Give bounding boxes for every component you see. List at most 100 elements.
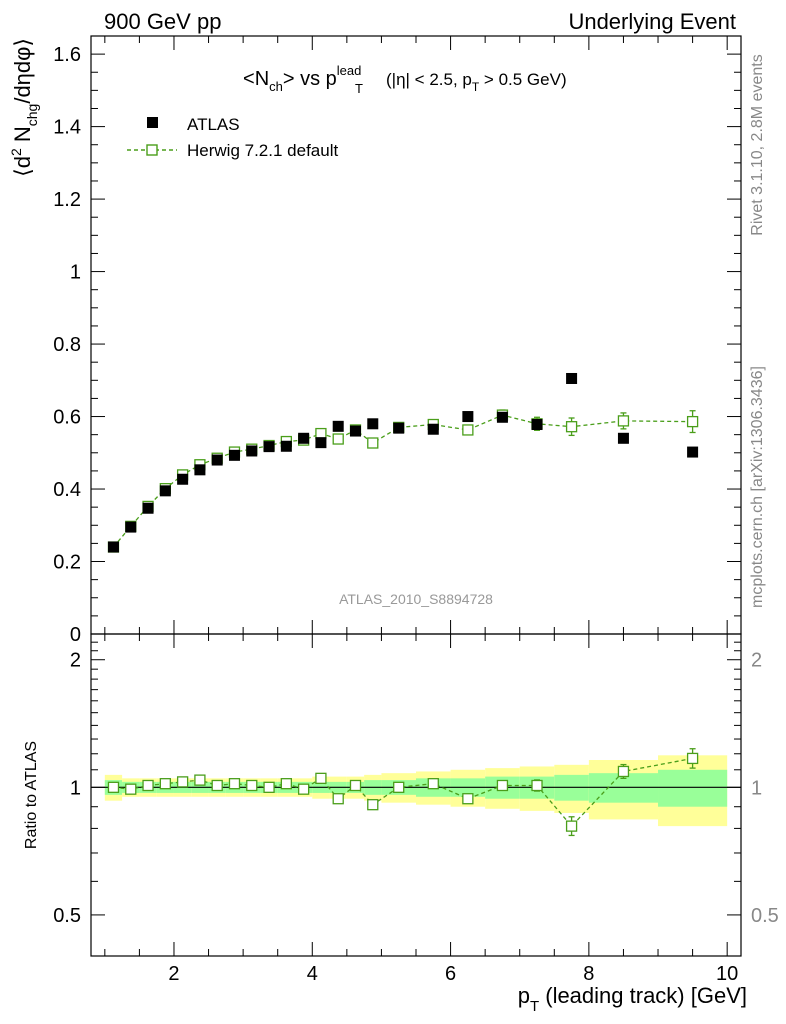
y-tick-label: 1 bbox=[70, 262, 81, 284]
atlas-point bbox=[177, 473, 189, 485]
herwig-ratio-point bbox=[462, 793, 474, 805]
ylabel-open: ⟨d bbox=[10, 156, 35, 177]
herwig-ratio-point bbox=[107, 781, 120, 793]
ratio-tick-label: 2 bbox=[70, 650, 81, 672]
atlas-point bbox=[159, 485, 171, 497]
title-lead-sub: T bbox=[355, 81, 363, 96]
atlas-point bbox=[566, 372, 578, 384]
title-n-sub: ch bbox=[269, 79, 283, 94]
x-tick-label: 8 bbox=[583, 963, 594, 985]
x-tick-label: 6 bbox=[445, 963, 456, 985]
herwig-ratio-series bbox=[107, 748, 699, 837]
herwig-ratio-point bbox=[159, 778, 171, 790]
title-cond-sub: T bbox=[472, 80, 480, 94]
atlas-point bbox=[246, 445, 258, 457]
ratio-axis-title: Ratio to ATLAS bbox=[23, 741, 40, 849]
title-lead-sup: lead bbox=[337, 63, 362, 78]
atlas-point bbox=[496, 411, 508, 423]
y-tick-label: 0.6 bbox=[53, 407, 81, 429]
y-tick-label: 1.2 bbox=[53, 189, 81, 211]
herwig-ratio-point bbox=[427, 778, 439, 790]
x-tick-label: 10 bbox=[716, 963, 738, 985]
herwig-point bbox=[367, 437, 379, 449]
y-tick-label: 1.4 bbox=[53, 117, 81, 139]
mcplots-label: mcplots.cern.ch [arXiv:1306.3436] bbox=[749, 366, 766, 608]
rivet-label: Rivet 3.1.10, 2.8M events bbox=[749, 54, 766, 235]
atlas-point bbox=[298, 432, 310, 444]
herwig-ratio-point bbox=[228, 778, 241, 790]
herwig-ratio-point bbox=[194, 774, 206, 786]
herwig-ratio-point bbox=[496, 779, 509, 792]
x-axis-title: pT (leading track) [GeV] bbox=[518, 983, 747, 1015]
herwig-ratio-point bbox=[349, 779, 362, 792]
ylabel-sub: chg bbox=[24, 104, 40, 127]
herwig-ratio-point bbox=[617, 765, 630, 778]
herwig-ratio-point bbox=[176, 776, 189, 788]
axis-ticks bbox=[91, 35, 741, 957]
x-tick-label: 2 bbox=[168, 963, 179, 985]
axis-tick-labels: 2 4 6 8 10 0 0.2 0.4 0.6 0.8 1 1.2 1.4 1.6 0.5 0.5 1 1 2 2 bbox=[53, 44, 779, 985]
herwig-point bbox=[686, 415, 699, 428]
ratio-band-stat bbox=[658, 769, 728, 807]
y-tick-label: 1.6 bbox=[53, 44, 81, 66]
title-n: N bbox=[255, 68, 269, 90]
atlas-point bbox=[332, 420, 344, 432]
herwig-ratio-point bbox=[142, 779, 154, 792]
herwig-ratio-point bbox=[315, 772, 327, 784]
legend-herwig-label: Herwig 7.2.1 default bbox=[187, 141, 338, 160]
herwig-point bbox=[617, 415, 630, 427]
atlas-point bbox=[228, 449, 240, 461]
herwig-ratio-point bbox=[565, 820, 578, 832]
herwig-ratio-point bbox=[393, 781, 405, 793]
legend-atlas-label: ATLAS bbox=[187, 115, 240, 134]
plot-title: <Nch> vs plead T (|η| < 2.5, pT > 0.5 GeV) bbox=[243, 63, 567, 96]
ylabel-sup: 2 bbox=[8, 148, 24, 156]
herwig-ratio-point bbox=[263, 781, 275, 793]
atlas-point bbox=[280, 440, 292, 452]
ratio-tick-label: 1 bbox=[70, 777, 81, 799]
atlas-point bbox=[142, 502, 154, 514]
herwig-ratio-point bbox=[332, 793, 344, 805]
atlas-series bbox=[107, 372, 699, 553]
herwig-point bbox=[462, 424, 474, 436]
xlabel-sub: T bbox=[530, 998, 539, 1015]
ratio-bands bbox=[104, 755, 728, 827]
y-tick-label: 0.4 bbox=[53, 479, 81, 501]
ratio-tick-label-right: 0.5 bbox=[751, 905, 779, 927]
herwig-ratio-point bbox=[280, 778, 292, 790]
header-left: 900 GeV pp bbox=[104, 9, 221, 34]
ratio-tick-label-right: 2 bbox=[751, 650, 762, 672]
title-open: < bbox=[243, 68, 255, 90]
legend-herwig-marker bbox=[146, 144, 158, 156]
atlas-point bbox=[263, 441, 275, 453]
header-right: Underlying Event bbox=[568, 9, 736, 34]
legend-atlas-marker bbox=[147, 117, 158, 128]
xlabel-p: p bbox=[518, 983, 530, 1008]
y-tick-label: 0.8 bbox=[53, 334, 81, 356]
title-cond-rest: > 0.5 GeV) bbox=[479, 70, 566, 89]
atlas-point bbox=[462, 411, 474, 423]
herwig-point bbox=[332, 433, 344, 445]
atlas-point bbox=[315, 437, 327, 449]
title-vs: > vs p bbox=[283, 68, 337, 90]
atlas-point bbox=[125, 521, 137, 533]
atlas-point bbox=[427, 423, 439, 435]
herwig-ratio-point bbox=[125, 783, 137, 795]
x-tick-label: 4 bbox=[307, 963, 318, 985]
herwig-point bbox=[565, 421, 578, 433]
ylabel-rest: /dηdφ⟩ bbox=[10, 38, 35, 104]
atlas-point bbox=[617, 432, 629, 444]
herwig-line bbox=[112, 414, 693, 548]
herwig-ratio-point bbox=[531, 779, 543, 792]
herwig-ratio-point bbox=[367, 799, 379, 811]
ratio-tick-label: 0.5 bbox=[53, 905, 81, 927]
y-tick-label: 0.2 bbox=[53, 552, 81, 574]
atlas-point bbox=[393, 422, 405, 434]
atlas-point bbox=[211, 454, 223, 466]
herwig-ratio-point bbox=[686, 752, 699, 765]
atlas-point bbox=[349, 425, 361, 437]
y-axis-title: ⟨d2 Nchg/dηdφ⟩ bbox=[8, 38, 40, 177]
atlas-point bbox=[107, 541, 119, 553]
herwig-ratio-point bbox=[246, 779, 258, 792]
